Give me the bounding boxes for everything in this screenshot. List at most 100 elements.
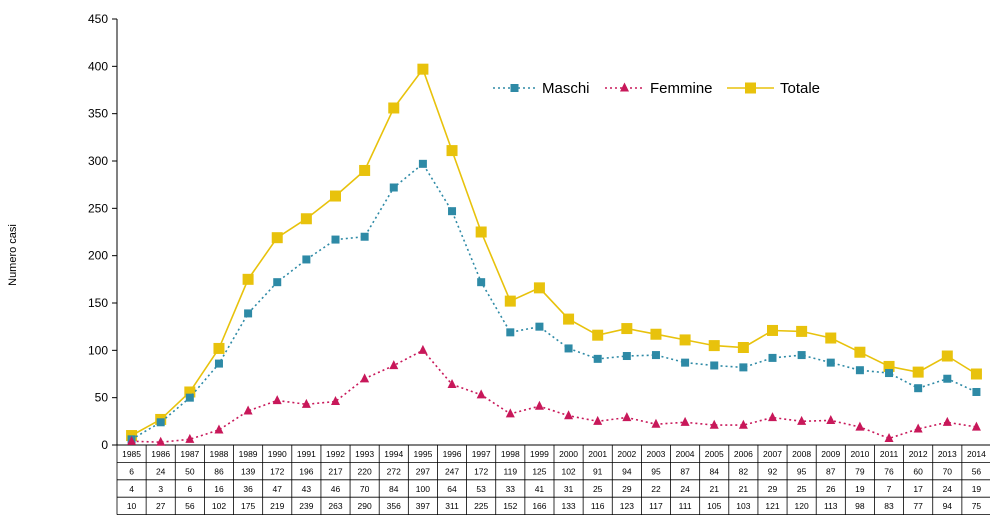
- series-line: [131, 67, 977, 437]
- data-point: [767, 324, 778, 336]
- data-point: [242, 273, 254, 285]
- data-point: [156, 418, 165, 427]
- table-year-cell: 1993: [355, 449, 374, 459]
- table-year-cell: 1996: [443, 449, 462, 459]
- table-year-cell: 2010: [850, 449, 869, 459]
- table-value-cell: 102: [561, 466, 575, 476]
- data-point: [477, 278, 486, 287]
- data-point: [914, 384, 923, 393]
- table-value-cell: 41: [535, 484, 545, 494]
- data-point: [768, 353, 777, 362]
- table-value-cell: 22: [651, 484, 661, 494]
- table-value-cell: 117: [649, 501, 663, 511]
- table-year-cell: 2007: [763, 449, 782, 459]
- table-value-cell: 92: [768, 466, 778, 476]
- data-point: [476, 389, 486, 399]
- series-femmine: [127, 344, 981, 446]
- data-point: [737, 341, 749, 353]
- table-year-cell: 1994: [384, 449, 403, 459]
- y-tick-label: 50: [95, 391, 109, 405]
- data-point: [883, 360, 895, 372]
- data-point: [271, 232, 283, 244]
- table-value-cell: 84: [709, 466, 719, 476]
- table-value-cell: 219: [270, 501, 284, 511]
- table-value-cell: 25: [797, 484, 807, 494]
- data-point: [504, 295, 516, 307]
- table-value-cell: 123: [620, 501, 634, 511]
- y-tick-label: 0: [101, 438, 108, 452]
- data-point: [331, 235, 340, 244]
- data-point: [447, 379, 457, 389]
- legend-marker: [745, 82, 756, 94]
- data-point: [505, 408, 515, 418]
- table-value-cell: 21: [709, 484, 719, 494]
- data-point: [651, 418, 661, 428]
- table-year-cell: 1991: [297, 449, 316, 459]
- table-value-cell: 47: [272, 484, 282, 494]
- y-tick-label: 300: [88, 154, 108, 168]
- series-maschi: [127, 159, 981, 444]
- table-value-cell: 290: [358, 501, 372, 511]
- table-value-cell: 31: [564, 484, 574, 494]
- data-point: [855, 366, 864, 375]
- table-value-cell: 6: [129, 466, 134, 476]
- table-year-cell: 2005: [705, 449, 724, 459]
- table-value-cell: 113: [824, 501, 838, 511]
- data-point: [331, 396, 340, 406]
- table-value-cell: 77: [913, 501, 923, 511]
- data-point: [621, 323, 633, 335]
- data-point: [622, 412, 632, 422]
- data-point: [650, 328, 662, 340]
- legend: Maschi Femmine Totale: [493, 80, 820, 97]
- table-value-cell: 139: [241, 466, 255, 476]
- table-value-cell: 64: [447, 484, 457, 494]
- table-value-cell: 94: [943, 501, 953, 511]
- data-point: [855, 421, 865, 431]
- table-value-cell: 125: [532, 466, 546, 476]
- data-point: [185, 393, 194, 402]
- data-point: [273, 278, 282, 287]
- data-point: [680, 416, 690, 426]
- data-point: [359, 164, 371, 176]
- data-point: [797, 351, 806, 360]
- data-point: [709, 419, 719, 429]
- table-value-cell: 21: [739, 484, 749, 494]
- data-point: [593, 354, 602, 363]
- table-year-cell: 2013: [938, 449, 957, 459]
- data-point: [563, 313, 575, 325]
- table-value-cell: 70: [943, 466, 953, 476]
- legend-marker: [510, 84, 519, 92]
- table-value-cell: 3: [158, 484, 163, 494]
- data-point: [913, 423, 923, 433]
- data-point: [418, 159, 427, 168]
- data-point: [389, 360, 399, 370]
- legend-label: Maschi: [542, 80, 590, 97]
- data-point: [942, 416, 952, 426]
- table-year-cell: 1990: [268, 449, 287, 459]
- table-value-cell: 311: [445, 501, 459, 511]
- data-point: [243, 405, 253, 415]
- data-point: [535, 322, 544, 331]
- table-value-cell: 6: [187, 484, 192, 494]
- series-line: [131, 162, 977, 440]
- legend-item-femmine: Femmine: [605, 80, 713, 97]
- table-value-cell: 102: [212, 501, 226, 511]
- data-point: [592, 329, 604, 341]
- table-value-cell: 239: [299, 501, 313, 511]
- data-point: [710, 361, 719, 370]
- table-year-cell: 1998: [501, 449, 520, 459]
- data-point: [418, 344, 428, 354]
- table-value-cell: 50: [185, 466, 195, 476]
- table-year-cell: 1995: [413, 449, 432, 459]
- data-point: [885, 369, 894, 378]
- data-point: [330, 190, 341, 202]
- table-value-cell: 225: [474, 501, 488, 511]
- table-value-cell: 263: [328, 501, 342, 511]
- table-value-cell: 56: [185, 501, 195, 511]
- data-point: [912, 366, 924, 378]
- data-point: [796, 325, 808, 337]
- legend-item-maschi: Maschi: [493, 80, 590, 97]
- table-value-cell: 247: [445, 466, 459, 476]
- data-point: [593, 415, 603, 425]
